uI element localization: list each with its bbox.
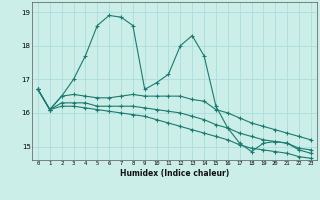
- X-axis label: Humidex (Indice chaleur): Humidex (Indice chaleur): [120, 169, 229, 178]
